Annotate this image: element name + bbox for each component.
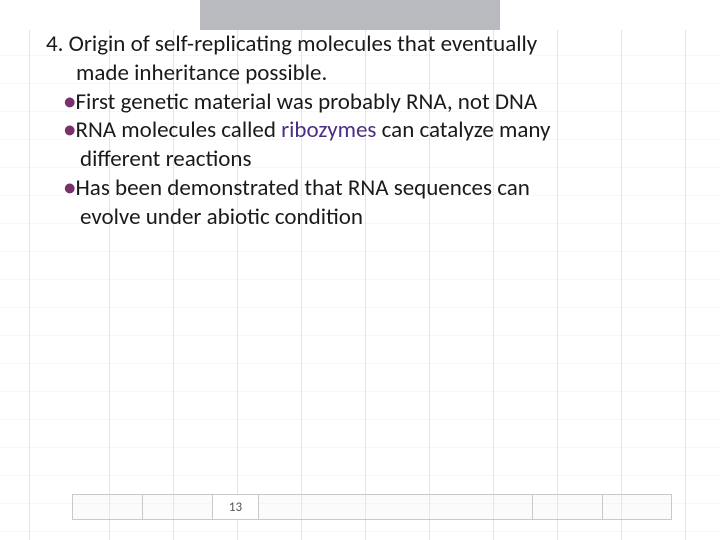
bullet-2-line2: different reactions bbox=[46, 145, 674, 174]
header-strip bbox=[200, 0, 500, 30]
footer-cell bbox=[602, 494, 672, 520]
heading-number: 4. bbox=[46, 30, 63, 58]
bullet-3: •Has been demonstrated that RNA sequence… bbox=[46, 174, 674, 203]
heading-line-2: made inheritance possible. bbox=[46, 59, 674, 88]
page-number: 13 bbox=[212, 494, 258, 520]
bullet-glyph: • bbox=[64, 116, 75, 144]
slide-content: 4. Origin of self-replicating molecules … bbox=[46, 30, 674, 231]
bullet-1: •First genetic material was probably RNA… bbox=[46, 88, 674, 117]
header-band bbox=[0, 0, 720, 30]
bullet-3-line2: evolve under abiotic condition bbox=[46, 203, 674, 232]
bullet-glyph: • bbox=[64, 88, 75, 116]
heading-line-1: 4. Origin of self-replicating molecules … bbox=[46, 30, 674, 59]
bullet-2-pre: RNA molecules called bbox=[75, 116, 281, 144]
bullet-2-post: can catalyze many bbox=[376, 116, 550, 144]
bullet-2-emph: ribozymes bbox=[281, 116, 376, 144]
footer-cell bbox=[142, 494, 212, 520]
bullet-2: •RNA molecules called ribozymes can cata… bbox=[46, 116, 674, 145]
footer-cell bbox=[532, 494, 602, 520]
footer-cell bbox=[258, 494, 532, 520]
bullet-glyph: • bbox=[64, 174, 75, 202]
bullet-1-text: First genetic material was probably RNA,… bbox=[75, 88, 537, 116]
bullet-3-text: Has been demonstrated that RNA sequences… bbox=[75, 174, 529, 202]
heading-text-1: Origin of self-replicating molecules tha… bbox=[69, 30, 538, 58]
footer-strip: 13 bbox=[72, 494, 672, 520]
footer-cell bbox=[72, 494, 142, 520]
